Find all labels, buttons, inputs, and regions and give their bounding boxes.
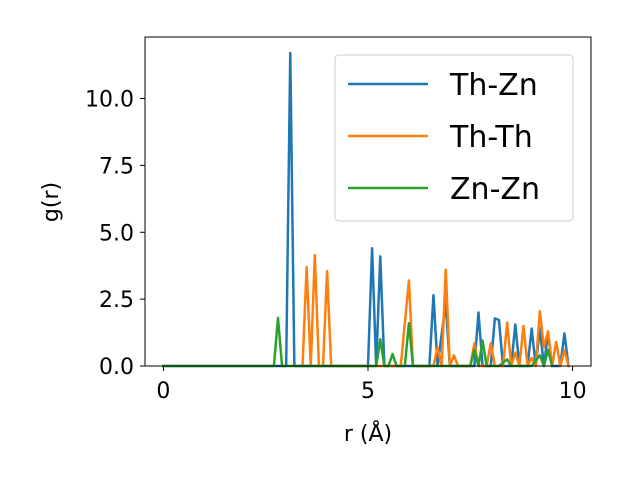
y-ticks: 0.0 2.5 5.0 7.5 10.0: [85, 88, 145, 380]
y-axis-label: g(r): [39, 182, 64, 222]
x-ticks: 0 5 10: [156, 366, 587, 404]
y-tick-label: 5.0: [99, 221, 134, 246]
legend: Th-Zn Th-Th Zn-Zn: [334, 54, 574, 222]
y-tick-label: 10.0: [85, 88, 134, 113]
legend-frame: [334, 54, 574, 222]
x-tick-label: 0: [156, 379, 170, 404]
x-axis-label: r (Å): [344, 420, 392, 447]
plot-frame: [144, 36, 592, 367]
y-tick-label: 7.5: [99, 154, 134, 179]
legend-label-th-zn: Th-Zn: [449, 68, 538, 103]
legend-label-th-th: Th-Th: [449, 120, 533, 155]
x-tick-label: 5: [361, 379, 375, 404]
y-tick-label: 2.5: [99, 288, 134, 313]
y-tick-label: 0.0: [99, 355, 134, 380]
x-tick-label: 10: [559, 379, 587, 404]
legend-label-zn-zn: Zn-Zn: [450, 172, 540, 207]
